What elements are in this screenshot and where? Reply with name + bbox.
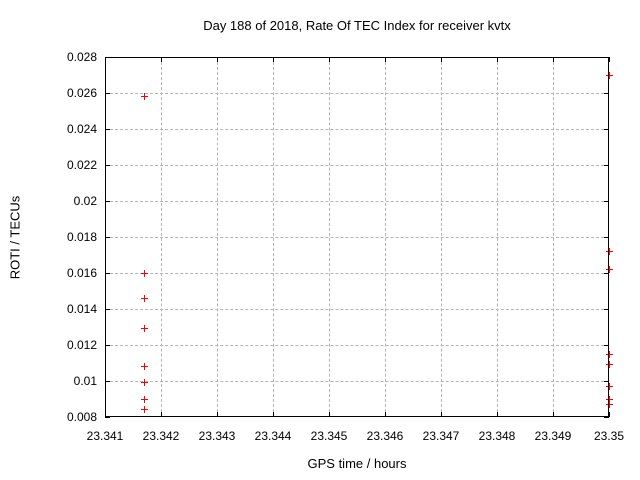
gridline-horizontal — [105, 165, 609, 166]
data-point-marker — [605, 265, 613, 273]
data-point-marker — [140, 294, 148, 302]
y-tick-mark — [604, 417, 609, 418]
x-tick-label: 23.345 — [310, 429, 348, 443]
grid-layer — [105, 57, 609, 417]
y-tick-label: 0.01 — [73, 374, 97, 388]
data-point-marker — [140, 269, 148, 277]
x-tick-label: 23.342 — [142, 429, 180, 443]
y-tick-mark — [105, 417, 110, 418]
y-tick-label: 0.014 — [66, 302, 97, 316]
y-tick-label: 0.022 — [66, 158, 97, 172]
y-tick-label: 0.012 — [66, 338, 97, 352]
x-axis-label: GPS time / hours — [307, 456, 407, 471]
data-point-marker — [605, 400, 613, 408]
gridline-horizontal — [105, 201, 609, 202]
y-tick-label: 0.028 — [66, 50, 97, 64]
data-point-marker — [605, 361, 613, 369]
x-tick-label: 23.348 — [478, 429, 516, 443]
y-tick-label: 0.018 — [66, 230, 97, 244]
gridline-horizontal — [105, 273, 609, 274]
gridline-horizontal — [105, 129, 609, 130]
data-point-marker — [605, 382, 613, 390]
data-point-marker — [140, 406, 148, 414]
data-point-marker — [605, 71, 613, 79]
y-tick-label: 0.02 — [73, 194, 97, 208]
x-tick-label: 23.346 — [366, 429, 404, 443]
x-tick-label: 23.341 — [86, 429, 124, 443]
gridline-horizontal — [105, 309, 609, 310]
gridline-horizontal — [105, 345, 609, 346]
data-point-marker — [140, 363, 148, 371]
data-point-marker — [605, 395, 613, 403]
gridline-horizontal — [105, 93, 609, 94]
x-tick-label: 23.349 — [534, 429, 572, 443]
x-tick-label: 23.347 — [422, 429, 460, 443]
data-point-marker — [140, 325, 148, 333]
x-tick-label: 23.343 — [198, 429, 236, 443]
gridline-horizontal — [105, 237, 609, 238]
data-point-marker — [605, 247, 613, 255]
chart-title: Day 188 of 2018, Rate Of TEC Index for r… — [203, 18, 511, 33]
x-tick-label: 23.35 — [593, 429, 625, 443]
y-tick-label: 0.016 — [66, 266, 97, 280]
x-tick-mark — [609, 57, 610, 62]
data-point-marker — [605, 350, 613, 358]
y-tick-label: 0.008 — [66, 410, 97, 424]
x-tick-label: 23.344 — [254, 429, 292, 443]
data-point-marker — [140, 395, 148, 403]
gridline-horizontal — [105, 381, 609, 382]
y-tick-label: 0.026 — [66, 86, 97, 100]
x-tick-mark — [609, 412, 610, 417]
data-point-marker — [140, 93, 148, 101]
marker-layer — [105, 57, 613, 417]
y-tick-label: 0.024 — [66, 122, 97, 136]
data-point-marker — [140, 379, 148, 387]
